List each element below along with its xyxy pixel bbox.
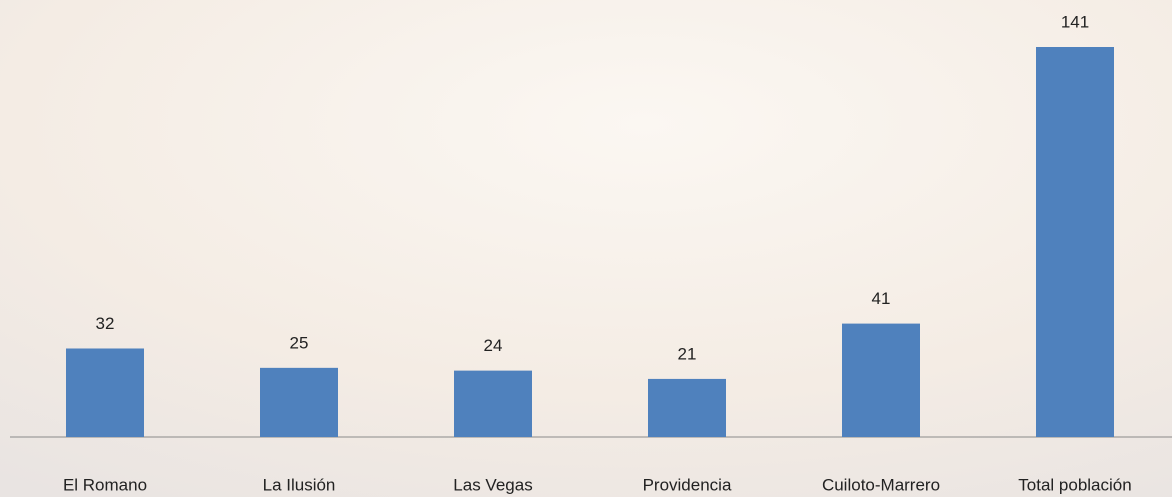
x-tick-label: Providencia (643, 475, 732, 494)
bar (842, 323, 920, 437)
bar (648, 378, 726, 437)
data-label: 21 (678, 344, 697, 363)
data-label: 32 (96, 314, 115, 333)
x-tick-label: La Ilusión (263, 475, 336, 494)
data-label: 41 (872, 289, 891, 308)
data-label: 25 (290, 333, 309, 352)
bar (66, 348, 144, 437)
bar (454, 370, 532, 437)
x-tick-label: Cuiloto-Marrero (822, 475, 940, 494)
data-label: 141 (1061, 12, 1089, 31)
bar (260, 367, 338, 437)
data-label: 24 (484, 336, 503, 355)
x-tick-label: Total población (1018, 475, 1131, 494)
bar (1036, 47, 1114, 437)
x-tick-label: El Romano (63, 475, 147, 494)
x-tick-label: Las Vegas (453, 475, 532, 494)
